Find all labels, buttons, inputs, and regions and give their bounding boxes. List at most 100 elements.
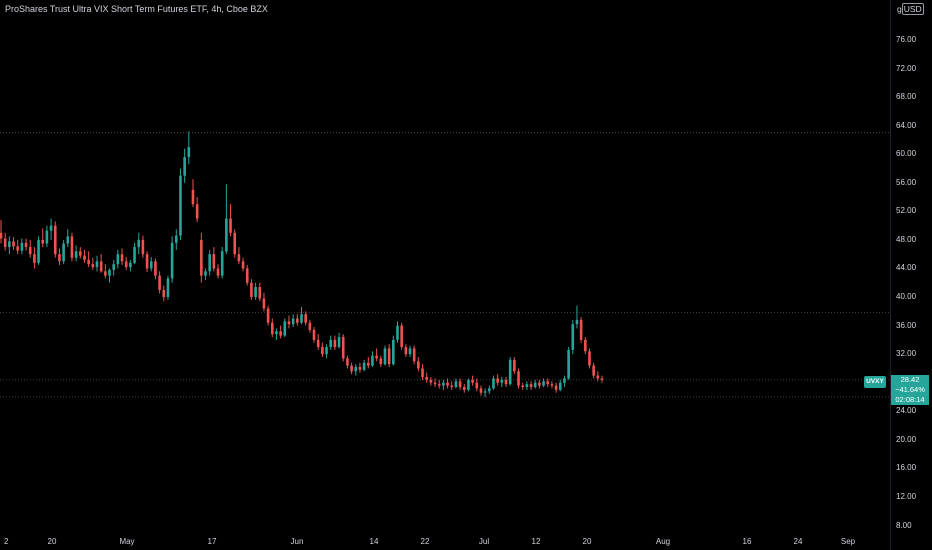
candle-body [212,254,216,269]
candle-body [521,385,525,388]
candle-body [229,218,232,233]
candle-body [8,241,11,248]
candle-body [99,261,103,272]
candle [421,364,424,380]
candle [208,249,211,276]
candle-body [279,331,282,336]
candle [366,357,370,369]
candle-body [341,337,345,359]
candle-body [216,268,220,276]
candle [16,239,19,255]
candle [283,318,287,338]
candle [517,368,520,389]
candle [475,378,479,392]
candle-body [41,239,45,244]
candle [542,378,545,388]
candle-body [275,331,278,335]
y-tick-label: 72.00 [896,63,917,73]
y-tick-label: 16.00 [896,463,917,473]
candle [70,232,74,262]
candle [483,388,487,397]
candle-body [475,382,479,389]
candle [341,334,345,362]
candle [358,362,362,373]
candle [554,382,558,393]
candle [521,382,525,390]
candle-body [87,259,90,265]
candle [145,251,149,273]
candle-body [513,359,516,372]
candle [254,282,257,300]
candle-body [83,255,86,260]
candle-body [571,324,575,350]
candle-body [95,261,99,268]
candle [108,268,111,283]
candle-body [104,271,107,276]
candle [488,385,491,395]
candle-body [529,384,533,388]
candles [0,131,604,397]
candle-body [45,230,49,244]
candle-body [392,339,395,365]
candle-body [28,247,32,255]
candle-body [471,379,474,383]
candle-body [600,378,604,380]
candle-body [291,318,295,325]
candle [312,327,316,343]
candle [446,378,449,389]
candle-body [575,319,579,325]
candle-body [588,351,591,366]
currency-selector[interactable]: g USD [897,3,924,15]
candle-body [383,348,387,365]
candle [133,242,136,265]
candle [529,381,533,390]
candle-body [124,261,128,268]
candle [462,384,466,393]
candle [433,378,437,388]
candle [325,344,328,359]
candle-body [24,242,28,248]
y-tick-label: 36.00 [896,320,917,330]
candle [550,381,554,389]
candle-body [400,325,403,348]
candle [471,375,474,386]
candle [429,377,433,386]
candle [62,239,65,265]
x-tick-label: 20 [582,537,592,546]
candle-body [116,254,120,265]
candle-body [266,308,270,323]
candle-body [129,262,132,268]
candle-body [387,348,391,365]
candle [596,371,600,382]
candle [149,257,153,272]
candle-body [300,314,303,323]
candle [387,344,391,368]
candle [442,379,445,390]
x-tick-label: 12 [531,537,541,546]
candle-body [78,251,82,256]
horizontal-lines [0,132,890,398]
candle-body [584,339,587,352]
candle-body [133,247,136,263]
candle-body [563,378,566,383]
candle-body [404,347,408,355]
x-tick-label: 17 [207,537,217,546]
candle [362,359,366,372]
candle [270,318,274,338]
candle-body [321,347,324,355]
candle-body [371,355,374,366]
candle [220,247,224,279]
candle-body [162,289,166,298]
candle-body [596,375,600,379]
candle [584,337,587,355]
candle-body [74,251,78,258]
candle [241,257,245,272]
candle-body [462,387,466,390]
y-tick-label: 60.00 [896,149,917,159]
candle-body [245,268,249,283]
candle [12,237,15,250]
candle [279,325,282,339]
candle [212,247,216,272]
candle [91,257,95,270]
